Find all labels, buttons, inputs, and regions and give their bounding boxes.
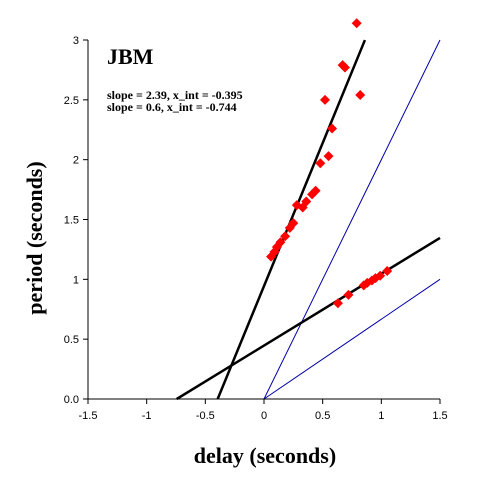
data-point xyxy=(327,123,338,134)
data-point xyxy=(310,185,321,196)
x-tick-label: 1 xyxy=(378,410,384,422)
data-point xyxy=(332,298,343,309)
data-point xyxy=(266,251,277,262)
data-point xyxy=(323,151,334,162)
data-points xyxy=(266,18,393,309)
data-point xyxy=(355,90,366,101)
data-point xyxy=(339,62,350,73)
reference-lines xyxy=(263,39,441,400)
reference-line-1 xyxy=(263,39,441,400)
data-point xyxy=(288,218,299,229)
y-tick-label: 2 xyxy=(73,155,79,167)
data-point xyxy=(275,237,286,248)
data-point xyxy=(343,289,354,300)
y-tick-label: 3 xyxy=(73,35,79,47)
x-tick-label: -1 xyxy=(142,410,152,422)
annotation-fit-1: slope = 2.39, x_int = -0.395 xyxy=(107,88,243,102)
fit-line-2 xyxy=(176,236,441,401)
x-axis-title: delay (seconds) xyxy=(194,443,336,468)
x-tick-label: -0.5 xyxy=(196,410,215,422)
y-ticks: 0.0 0.5 1 1.5 2 2.5 3 xyxy=(64,35,88,406)
chart-title: JBM xyxy=(107,44,154,69)
data-point xyxy=(320,94,331,105)
data-point xyxy=(375,270,386,281)
reference-line-2 xyxy=(263,278,441,400)
y-tick-label: 0.0 xyxy=(64,394,79,406)
annotation-fit-2: slope = 0.6, x_int = -0.744 xyxy=(107,100,237,114)
y-tick-label: 0.5 xyxy=(64,334,79,346)
x-tick-label: 1.5 xyxy=(432,410,447,422)
fit-lines xyxy=(176,39,441,401)
data-point xyxy=(280,231,291,242)
data-point xyxy=(382,265,393,276)
x-tick-label: 0.5 xyxy=(315,410,330,422)
y-tick-label: 2.5 xyxy=(64,95,79,107)
x-ticks: -1.5 -1 -0.5 0 0.5 1 1.5 xyxy=(79,399,448,422)
x-tick-label: 0 xyxy=(261,410,267,422)
y-tick-label: 1 xyxy=(73,274,79,286)
data-point xyxy=(315,158,326,169)
y-axis-title: period (seconds) xyxy=(22,161,47,314)
x-tick-label: -1.5 xyxy=(79,410,98,422)
data-point xyxy=(351,18,362,29)
fit-line-1 xyxy=(216,39,367,400)
y-tick-label: 1.5 xyxy=(64,215,79,227)
data-point xyxy=(301,196,312,207)
